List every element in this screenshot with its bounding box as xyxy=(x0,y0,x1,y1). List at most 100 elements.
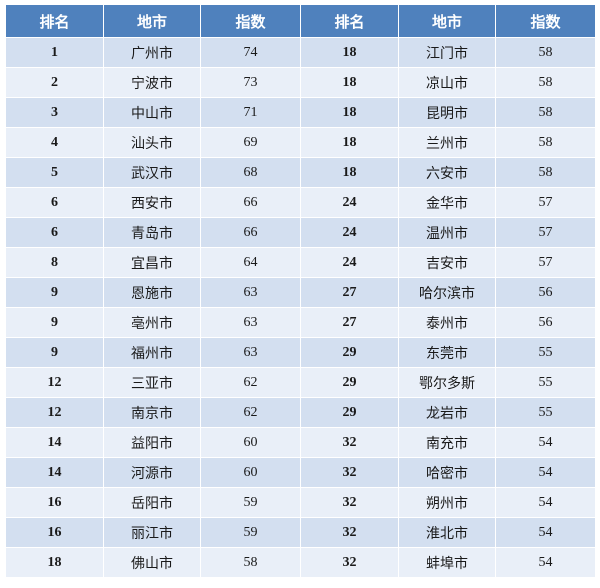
index-right-cell: 58 xyxy=(495,37,596,68)
index-left-cell: 66 xyxy=(200,187,301,218)
rank-left-cell: 5 xyxy=(5,157,104,188)
city-right-cell: 凉山市 xyxy=(398,67,496,98)
table-row: 9 福州市 63 29 东莞市 55 xyxy=(5,337,596,368)
index-right-cell: 54 xyxy=(495,487,596,518)
rank-left-cell: 18 xyxy=(5,547,104,578)
city-right-cell: 朔州市 xyxy=(398,487,496,518)
rank-right-cell: 32 xyxy=(300,457,399,488)
rank-right-cell: 18 xyxy=(300,67,399,98)
index-right-cell: 56 xyxy=(495,307,596,338)
city-left-cell: 宁波市 xyxy=(103,67,201,98)
city-right-cell: 吉安市 xyxy=(398,247,496,278)
table-header-row: 排名 地市 指数 排名 地市 指数 xyxy=(5,4,596,38)
index-right-cell: 57 xyxy=(495,247,596,278)
city-right-cell: 南充市 xyxy=(398,427,496,458)
city-left-cell: 益阳市 xyxy=(103,427,201,458)
index-left-cell: 60 xyxy=(200,427,301,458)
index-left-cell: 69 xyxy=(200,127,301,158)
table-row: 14 益阳市 60 32 南充市 54 xyxy=(5,427,596,458)
rank-left-cell: 4 xyxy=(5,127,104,158)
rank-right-cell: 29 xyxy=(300,397,399,428)
table-row: 14 河源市 60 32 哈密市 54 xyxy=(5,457,596,488)
city-index-ranking-table: 排名 地市 指数 排名 地市 指数 1 广州市 74 18 江门市 58 2 宁波市 73 18 凉… xyxy=(5,4,596,578)
city-left-cell: 广州市 xyxy=(103,37,201,68)
index-left-cell: 62 xyxy=(200,367,301,398)
index-left-cell: 63 xyxy=(200,277,301,308)
city-left-cell: 中山市 xyxy=(103,97,201,128)
header-city-right: 地市 xyxy=(398,4,496,38)
rank-left-cell: 14 xyxy=(5,427,104,458)
header-city-left: 地市 xyxy=(103,4,201,38)
header-rank-left: 排名 xyxy=(5,4,104,38)
city-right-cell: 淮北市 xyxy=(398,517,496,548)
table-row: 5 武汉市 68 18 六安市 58 xyxy=(5,157,596,188)
table-row: 6 西安市 66 24 金华市 57 xyxy=(5,187,596,218)
city-left-cell: 青岛市 xyxy=(103,217,201,248)
rank-right-cell: 18 xyxy=(300,127,399,158)
rank-right-cell: 18 xyxy=(300,157,399,188)
index-right-cell: 55 xyxy=(495,367,596,398)
rank-right-cell: 18 xyxy=(300,97,399,128)
city-right-cell: 哈密市 xyxy=(398,457,496,488)
city-left-cell: 河源市 xyxy=(103,457,201,488)
table-row: 16 丽江市 59 32 淮北市 54 xyxy=(5,517,596,548)
index-left-cell: 68 xyxy=(200,157,301,188)
rank-right-cell: 24 xyxy=(300,187,399,218)
rank-left-cell: 16 xyxy=(5,487,104,518)
rank-left-cell: 6 xyxy=(5,217,104,248)
city-right-cell: 龙岩市 xyxy=(398,397,496,428)
rank-left-cell: 14 xyxy=(5,457,104,488)
index-left-cell: 74 xyxy=(200,37,301,68)
index-left-cell: 66 xyxy=(200,217,301,248)
city-right-cell: 泰州市 xyxy=(398,307,496,338)
city-left-cell: 恩施市 xyxy=(103,277,201,308)
rank-left-cell: 12 xyxy=(5,397,104,428)
index-left-cell: 73 xyxy=(200,67,301,98)
table-row: 2 宁波市 73 18 凉山市 58 xyxy=(5,67,596,98)
rank-left-cell: 9 xyxy=(5,337,104,368)
city-left-cell: 宜昌市 xyxy=(103,247,201,278)
rank-right-cell: 24 xyxy=(300,217,399,248)
city-left-cell: 南京市 xyxy=(103,397,201,428)
rank-right-cell: 24 xyxy=(300,247,399,278)
table-body: 1 广州市 74 18 江门市 58 2 宁波市 73 18 凉山市 58 3 中山市 71 18 昆明市 58 4… xyxy=(5,37,596,578)
city-left-cell: 三亚市 xyxy=(103,367,201,398)
city-left-cell: 亳州市 xyxy=(103,307,201,338)
index-left-cell: 58 xyxy=(200,547,301,578)
index-left-cell: 71 xyxy=(200,97,301,128)
index-right-cell: 54 xyxy=(495,457,596,488)
rank-right-cell: 18 xyxy=(300,37,399,68)
index-left-cell: 60 xyxy=(200,457,301,488)
city-right-cell: 金华市 xyxy=(398,187,496,218)
rank-left-cell: 6 xyxy=(5,187,104,218)
header-rank-right: 排名 xyxy=(300,4,399,38)
city-right-cell: 鄂尔多斯 xyxy=(398,367,496,398)
rank-left-cell: 2 xyxy=(5,67,104,98)
rank-left-cell: 9 xyxy=(5,277,104,308)
ranking-table-container: 排名 地市 指数 排名 地市 指数 1 广州市 74 18 江门市 58 2 宁波市 73 18 凉… xyxy=(5,4,596,578)
index-left-cell: 64 xyxy=(200,247,301,278)
table-row: 16 岳阳市 59 32 朔州市 54 xyxy=(5,487,596,518)
index-left-cell: 63 xyxy=(200,307,301,338)
index-right-cell: 58 xyxy=(495,97,596,128)
table-row: 6 青岛市 66 24 温州市 57 xyxy=(5,217,596,248)
index-right-cell: 55 xyxy=(495,337,596,368)
header-index-right: 指数 xyxy=(495,4,596,38)
index-right-cell: 55 xyxy=(495,397,596,428)
table-row: 1 广州市 74 18 江门市 58 xyxy=(5,37,596,68)
table-row: 12 三亚市 62 29 鄂尔多斯 55 xyxy=(5,367,596,398)
rank-left-cell: 1 xyxy=(5,37,104,68)
index-right-cell: 58 xyxy=(495,127,596,158)
rank-left-cell: 8 xyxy=(5,247,104,278)
rank-left-cell: 9 xyxy=(5,307,104,338)
city-right-cell: 温州市 xyxy=(398,217,496,248)
table-row: 9 恩施市 63 27 哈尔滨市 56 xyxy=(5,277,596,308)
index-left-cell: 59 xyxy=(200,517,301,548)
rank-left-cell: 12 xyxy=(5,367,104,398)
city-right-cell: 江门市 xyxy=(398,37,496,68)
index-right-cell: 58 xyxy=(495,67,596,98)
city-left-cell: 武汉市 xyxy=(103,157,201,188)
city-right-cell: 兰州市 xyxy=(398,127,496,158)
city-right-cell: 哈尔滨市 xyxy=(398,277,496,308)
city-left-cell: 佛山市 xyxy=(103,547,201,578)
